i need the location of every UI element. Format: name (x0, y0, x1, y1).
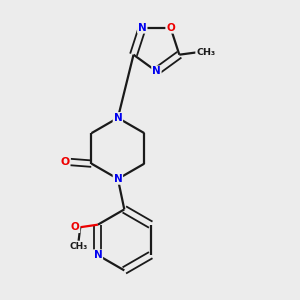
Text: O: O (166, 23, 175, 33)
Text: N: N (152, 66, 161, 76)
Text: CH₃: CH₃ (70, 242, 88, 251)
Text: O: O (60, 157, 69, 167)
Text: N: N (113, 113, 122, 123)
Text: N: N (113, 174, 122, 184)
Text: O: O (71, 222, 80, 232)
Text: N: N (94, 250, 102, 260)
Text: CH₃: CH₃ (196, 48, 215, 57)
Text: N: N (138, 23, 147, 33)
